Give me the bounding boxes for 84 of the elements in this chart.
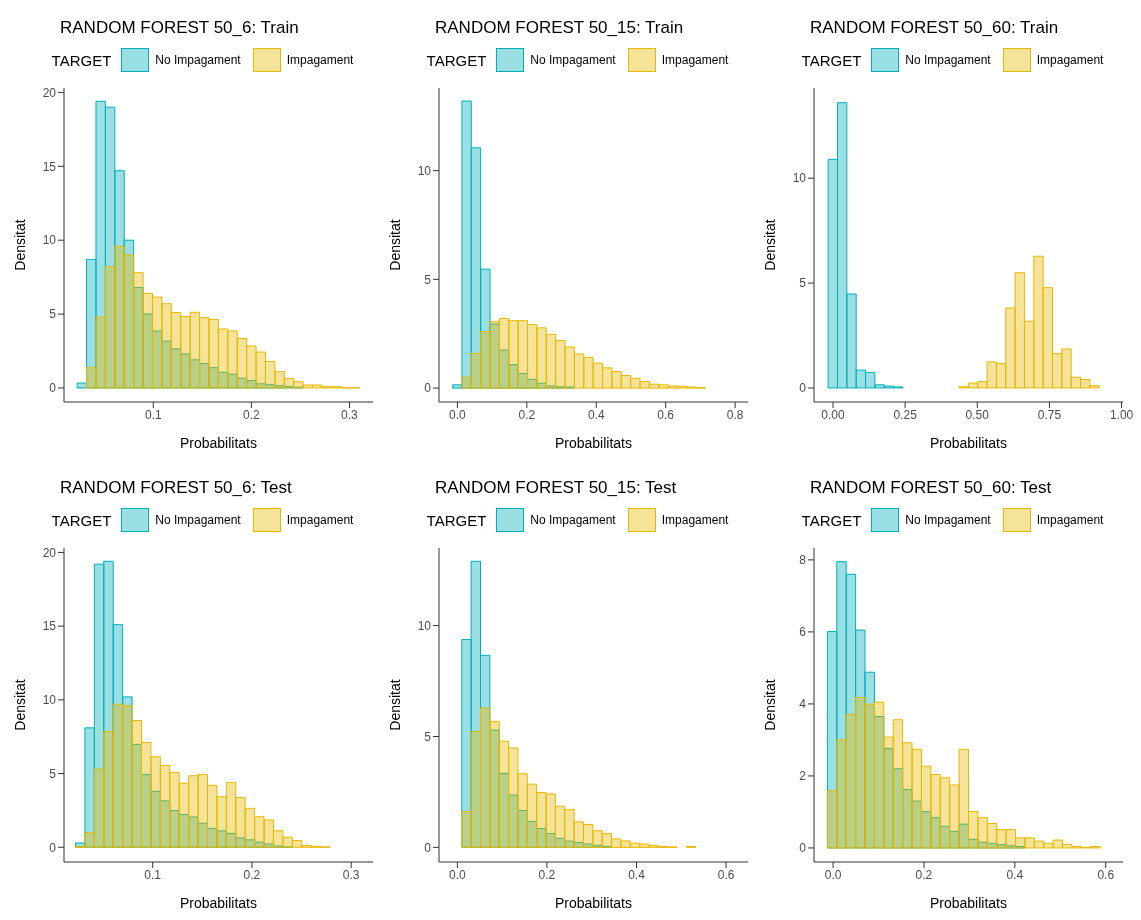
legend-title: TARGET — [51, 51, 112, 69]
y-tick-label: 0 — [799, 841, 807, 856]
x-tick-label: 0.6 — [1097, 867, 1115, 882]
chart-title: RANDOM FOREST 50_60: Train — [809, 17, 1060, 39]
x-tick-label: 1.00 — [1109, 407, 1134, 422]
x-axis-title: Probabilitats — [929, 895, 1008, 911]
x-tick-label: 0.6 — [717, 867, 735, 882]
y-tick-label: 4 — [799, 697, 807, 712]
legend-title: TARGET — [426, 511, 487, 529]
y-tick-label: 15 — [42, 619, 57, 634]
x-tick-label: 0.4 — [587, 407, 605, 422]
x-tick-label: 0.0 — [449, 867, 467, 882]
legend-title: TARGET — [801, 51, 862, 69]
y-tick-label: 20 — [42, 545, 57, 560]
y-tick-label: 10 — [417, 163, 432, 178]
x-tick-label: 0.0 — [824, 867, 842, 882]
y-tick-label: 5 — [424, 729, 432, 744]
y-tick-label: 20 — [42, 85, 57, 100]
legend-title: TARGET — [426, 51, 487, 69]
legend-title: TARGET — [801, 511, 862, 529]
legend-label: Impagament — [661, 53, 729, 67]
legend-label: No Impagament — [155, 513, 241, 527]
legend-label: No Impagament — [530, 513, 616, 527]
x-axis-title: Probabilitats — [929, 435, 1008, 451]
y-tick-label: 0 — [799, 381, 807, 396]
y-axis-title: Densitat — [386, 219, 403, 271]
y-tick-label: 10 — [792, 171, 807, 186]
chart-title: RANDOM FOREST 50_60: Test — [809, 477, 1053, 499]
y-tick-label: 0 — [424, 840, 432, 855]
legend-label: Impagament — [286, 53, 354, 67]
legend-label: No Impagament — [155, 53, 241, 67]
chart-title: RANDOM FOREST 50_15: Test — [434, 477, 678, 499]
legend-title: TARGET — [51, 511, 112, 529]
chart-title: RANDOM FOREST 50_6: Test — [59, 477, 293, 499]
y-tick-label: 2 — [799, 769, 807, 784]
x-tick-label: 0.0 — [449, 407, 467, 422]
x-tick-label: 0.2 — [243, 407, 261, 422]
y-tick-label: 0 — [424, 381, 432, 396]
x-axis-title: Probabilitats — [179, 435, 258, 451]
x-tick-label: 0.2 — [915, 867, 933, 882]
chart-title: RANDOM FOREST 50_6: Train — [59, 17, 300, 39]
y-axis-title: Densitat — [11, 679, 28, 731]
x-axis-title: Probabilitats — [179, 895, 258, 911]
legend-label: Impagament — [286, 513, 354, 527]
legend-label: Impagament — [661, 513, 729, 527]
y-tick-label: 10 — [42, 693, 57, 708]
y-axis-title: Densitat — [11, 219, 28, 271]
y-axis-title: Densitat — [761, 219, 778, 271]
x-tick-label: 0.3 — [342, 867, 360, 882]
x-tick-label: 0.1 — [144, 867, 162, 882]
legend-label: No Impagament — [905, 53, 991, 67]
legend-label: No Impagament — [905, 513, 991, 527]
chart-title: RANDOM FOREST 50_15: Train — [434, 17, 685, 39]
y-tick-label: 5 — [424, 272, 432, 287]
x-axis-title: Probabilitats — [554, 435, 633, 451]
y-tick-label: 6 — [799, 625, 807, 640]
y-tick-label: 0 — [49, 381, 57, 396]
y-tick-label: 5 — [799, 276, 807, 291]
x-tick-label: 0.8 — [726, 407, 744, 422]
x-tick-label: 0.75 — [1037, 407, 1062, 422]
legend-label: No Impagament — [530, 53, 616, 67]
y-tick-label: 10 — [42, 233, 57, 248]
x-tick-label: 0.4 — [1006, 867, 1024, 882]
y-axis-title: Densitat — [386, 679, 403, 731]
legend-label: Impagament — [1036, 513, 1104, 527]
y-tick-label: 15 — [42, 159, 57, 174]
x-tick-label: 0.50 — [965, 407, 990, 422]
y-axis-title: Densitat — [761, 679, 778, 731]
x-tick-label: 0.2 — [518, 407, 536, 422]
x-tick-label: 0.3 — [341, 407, 359, 422]
x-tick-label: 0.2 — [243, 867, 261, 882]
y-tick-label: 10 — [417, 618, 432, 633]
x-tick-label: 0.2 — [538, 867, 556, 882]
legend-label: Impagament — [1036, 53, 1104, 67]
y-tick-label: 5 — [49, 307, 57, 322]
x-axis-title: Probabilitats — [554, 895, 633, 911]
x-tick-label: 0.1 — [144, 407, 162, 422]
x-tick-label: 0.00 — [821, 407, 846, 422]
x-tick-label: 0.4 — [628, 867, 646, 882]
x-tick-label: 0.25 — [893, 407, 918, 422]
y-tick-label: 8 — [799, 553, 807, 568]
y-tick-label: 5 — [49, 766, 57, 781]
y-tick-label: 0 — [49, 840, 57, 855]
x-tick-label: 0.6 — [657, 407, 675, 422]
